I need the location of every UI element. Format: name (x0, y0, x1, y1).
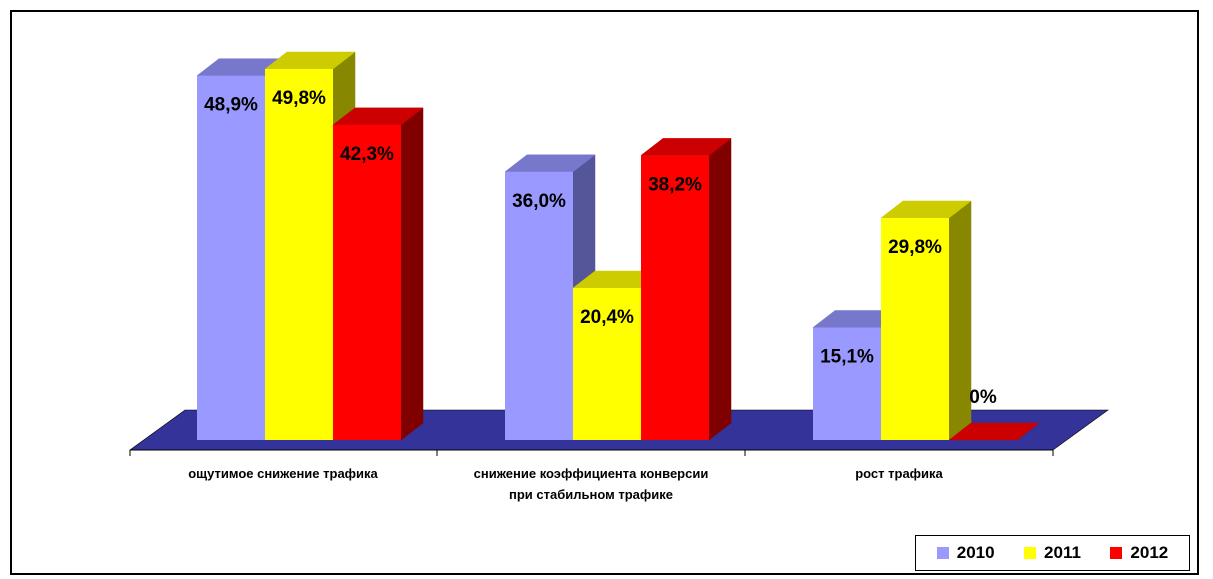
bar-front-2010-1 (505, 171, 573, 441)
category-label-2-0: рост трафика (855, 466, 943, 481)
data-label-2010-0: 48,9% (204, 95, 258, 116)
legend-item-2012: 2012 (1110, 543, 1168, 563)
bar-front-2011-1 (573, 288, 641, 440)
bar-front-2010-0 (197, 75, 265, 440)
category-label-0-0: ощутимое снижение трафика (188, 466, 378, 481)
data-label-2011-1: 20,4% (580, 307, 634, 328)
category-label-1-1: при стабильном трафике (509, 487, 673, 502)
legend-label-2010: 2010 (956, 543, 995, 562)
legend-swatch-2010 (936, 547, 949, 559)
data-label-2010-1: 36,0% (512, 191, 566, 212)
legend-swatch-2011 (1024, 547, 1037, 559)
legend: 2010 2011 2012 (915, 535, 1190, 571)
data-label-2010-2: 15,1% (820, 347, 874, 368)
data-label-2011-0: 49,8% (272, 88, 326, 109)
bars (196, 51, 1040, 441)
data-labels: 48,9% 36,0% 15,1% 49,8% 20,4% 29,8% 42,3% 38,2%… (204, 88, 997, 408)
bar-front-2010-2 (813, 327, 881, 440)
bar-2011-2 (880, 200, 972, 441)
bar-side-2012-1 (708, 137, 732, 441)
legend-label-2011: 2011 (1044, 543, 1081, 562)
data-label-2012-1: 38,2% (648, 174, 702, 195)
data-label-2011-2: 29,8% (888, 237, 942, 258)
x-axis: ощутимое снижение трафика снижение коэффи… (129, 449, 1054, 502)
bar-2012-2 (948, 422, 1040, 441)
bar-2012-1 (640, 137, 732, 441)
bar-front-2012-0 (333, 124, 401, 441)
data-label-2012-0: 42,3% (340, 144, 394, 165)
category-label-1-0: снижение коэффициента конверсии (474, 466, 709, 481)
data-label-2012-2: 0% (969, 387, 997, 408)
legend-swatch-2012 (1110, 547, 1123, 559)
bar-front-2011-2 (881, 217, 949, 440)
bar-front-2012-1 (641, 155, 709, 440)
bar-side-2011-2 (948, 200, 972, 441)
legend-item-2011: 2011 (1024, 543, 1081, 563)
bar-2012-0 (332, 107, 424, 441)
bar-side-2012-0 (400, 107, 424, 441)
legend-label-2012: 2012 (1130, 543, 1169, 562)
bar-front-2011-0 (265, 68, 333, 441)
bar-top-2012-2 (948, 422, 1040, 441)
legend-item-2010: 2010 (936, 543, 995, 563)
